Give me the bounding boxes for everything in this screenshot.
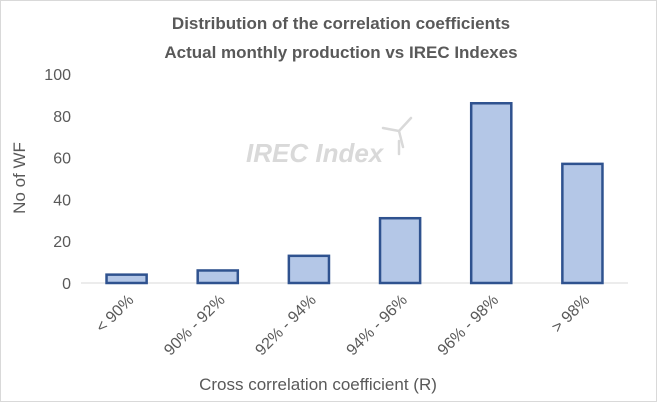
x-tick-label: 94% - 96% [344, 292, 411, 359]
x-axis-title: Cross correlation coefficient (R) [199, 375, 437, 394]
x-tick-label: 92% - 94% [252, 292, 319, 359]
bar [378, 216, 422, 285]
x-tick-label: > 98% [549, 292, 593, 336]
watermark-text: IREC Index [246, 138, 385, 168]
y-tick-label: 80 [53, 109, 71, 126]
x-tick-label: 96% - 98% [435, 292, 502, 359]
y-tick-label: 20 [53, 234, 71, 251]
bar [196, 269, 240, 285]
bar [561, 162, 604, 285]
bar [105, 273, 148, 285]
x-axis-ticks: < 90% 90% - 92% 92% - 94% 94% - 96% 96% - 98… [93, 292, 593, 359]
y-axis-ticks: 0 20 40 60 80 100 [44, 67, 71, 293]
y-tick-label: 40 [53, 192, 71, 209]
y-tick-label: 0 [62, 276, 71, 293]
y-tick-label: 60 [53, 151, 71, 168]
watermark: IREC Index [246, 116, 413, 168]
y-axis-title: No of WF [10, 142, 29, 214]
x-tick-label: < 90% [93, 292, 137, 336]
chart-title-line-2: Actual monthly production vs IREC Indexe… [164, 43, 517, 62]
y-tick-label: 100 [44, 67, 71, 84]
chart-title-line-1: Distribution of the correlation coeffici… [172, 14, 510, 33]
wind-turbine-icon [381, 116, 413, 156]
bars [105, 102, 604, 285]
bar [287, 254, 331, 285]
bar [469, 102, 513, 285]
x-tick-label: 90% - 92% [161, 292, 228, 359]
